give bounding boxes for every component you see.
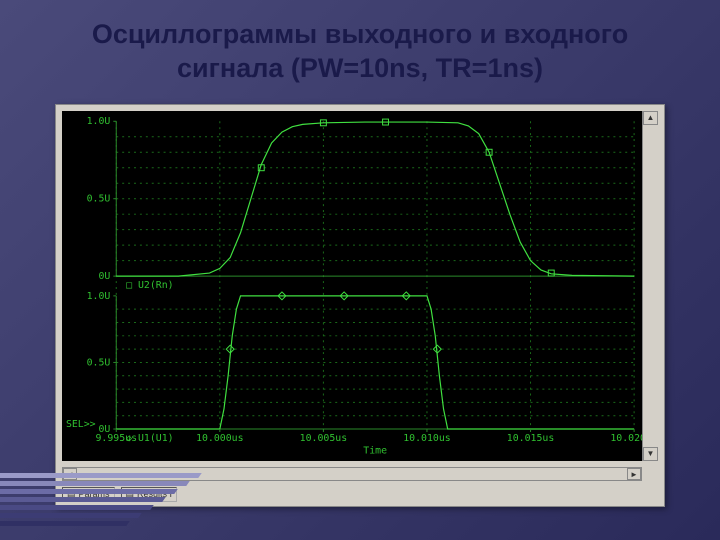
svg-text:1.0U: 1.0U xyxy=(87,116,111,127)
svg-text:0.5U: 0.5U xyxy=(87,193,111,204)
plot-area: 1.0U0.5U0U□ U2(Rn)1.0U0.5U0USEL>>◇ U1(U1… xyxy=(62,111,642,461)
svg-text:9.995us: 9.995us xyxy=(95,432,137,443)
svg-text:0U: 0U xyxy=(98,271,110,282)
svg-text:1.0U: 1.0U xyxy=(87,290,111,301)
svg-text:Time: Time xyxy=(363,445,387,456)
svg-text:SEL>>: SEL>> xyxy=(66,419,96,430)
svg-text:10.005us: 10.005us xyxy=(300,432,348,443)
svg-text:10.010us: 10.010us xyxy=(403,432,451,443)
vertical-scrollbar[interactable]: ▲ ▼ xyxy=(642,111,658,461)
oscilloscope-plot: 1.0U0.5U0U□ U2(Rn)1.0U0.5U0USEL>>◇ U1(U1… xyxy=(62,111,642,461)
slide-title: Осциллограммы выходного и входного сигна… xyxy=(0,0,720,96)
svg-text:10.020us: 10.020us xyxy=(610,432,642,443)
scroll-down-icon[interactable]: ▼ xyxy=(643,447,658,461)
svg-text:10.000us: 10.000us xyxy=(196,432,244,443)
scroll-right-icon[interactable]: ► xyxy=(627,468,641,480)
svg-text:0.5U: 0.5U xyxy=(87,357,111,368)
scroll-up-icon[interactable]: ▲ xyxy=(643,111,658,125)
svg-text:10.015us: 10.015us xyxy=(507,432,555,443)
oscilloscope-window: 1.0U0.5U0U□ U2(Rn)1.0U0.5U0USEL>>◇ U1(U1… xyxy=(55,104,665,507)
slide-accent-decoration xyxy=(0,460,260,530)
svg-text:□ U2(Rn): □ U2(Rn) xyxy=(126,279,174,290)
